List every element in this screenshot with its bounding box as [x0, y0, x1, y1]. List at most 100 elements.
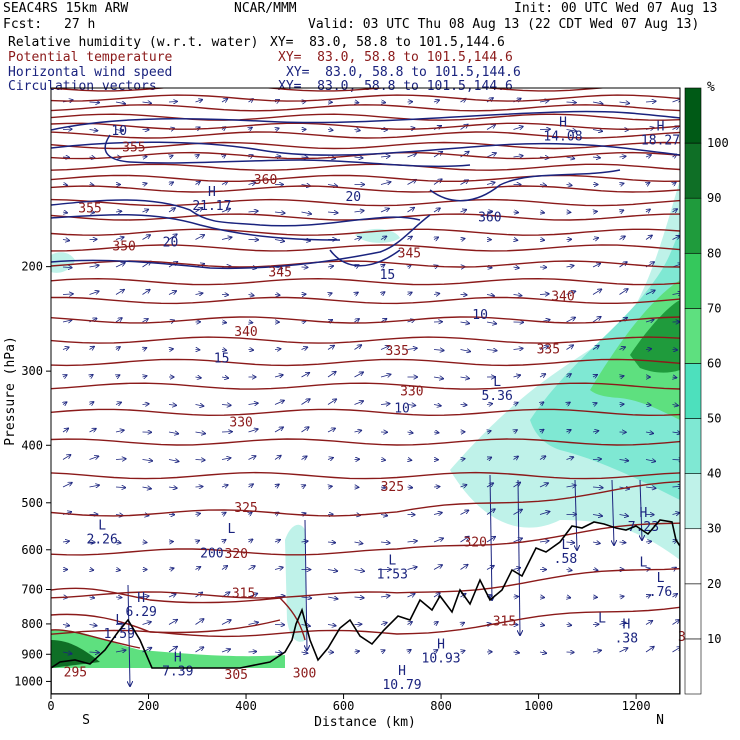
circulation-vector [221, 649, 230, 652]
circulation-vector [195, 181, 201, 184]
theta-contour [51, 471, 680, 480]
circulation-vector [645, 155, 651, 157]
circulation-vector [222, 155, 226, 157]
circulation-vector [433, 350, 444, 351]
circulation-vector [142, 102, 152, 103]
theta-label: 335 [537, 342, 560, 357]
circulation-vector [645, 290, 655, 295]
circulation-vector [487, 431, 491, 432]
extremum-value: 18.27 [641, 134, 680, 149]
wind-speed-contour [51, 199, 421, 227]
colorbar-swatch [684, 583, 702, 640]
circulation-vector [407, 594, 415, 597]
circulation-vector [433, 432, 439, 433]
circulation-vector [460, 210, 467, 212]
circulation-vector [301, 652, 308, 653]
circulation-vector [354, 401, 364, 405]
circulation-vector [620, 183, 624, 184]
theta-contour [51, 277, 680, 286]
circulation-vector [460, 322, 470, 323]
circulation-vector [513, 375, 521, 377]
circulation-vector [539, 512, 550, 515]
theta-label: 355 [122, 141, 145, 156]
y-tick-label: 1000 [14, 674, 43, 688]
circulation-vector [63, 212, 67, 213]
circulation-vector [196, 155, 199, 157]
theta-contour [51, 113, 680, 121]
theta-contour [51, 568, 680, 599]
circulation-vector [673, 182, 676, 184]
circulation-vector [63, 375, 67, 377]
circulation-vector [327, 130, 333, 131]
wind-speed-contour [51, 110, 680, 131]
circulation-vector [274, 240, 284, 242]
legend-xy-rh: XY= 83.0, 58.8 to 101.5,144.6 [270, 35, 505, 50]
theta-contours [51, 88, 680, 649]
circulation-vector [248, 350, 254, 351]
circulation-vector [380, 596, 390, 597]
circulation-vector [115, 597, 122, 598]
circulation-vector [168, 101, 177, 102]
y-axis: 200 300 400 500 600 700 800 900 1000 [14, 260, 51, 688]
circulation-vector [539, 240, 544, 241]
circulation-vector [540, 212, 544, 213]
circulation-vector [89, 597, 95, 598]
circulation-vector [566, 266, 574, 267]
rh-shading [51, 180, 680, 668]
theta-contour [51, 244, 680, 252]
theta-contour [51, 296, 680, 305]
circulation-vector [486, 350, 497, 351]
circulation-vector [566, 485, 576, 487]
legend-label-theta: Potential temperature [8, 50, 173, 65]
circulation-vector [90, 402, 94, 405]
circulation-vector [487, 624, 491, 625]
circulation-vector [115, 102, 125, 104]
circulation-vector [672, 594, 678, 597]
extremum-marker: H [398, 664, 406, 679]
circulation-vector [142, 596, 149, 597]
circulation-vector [460, 152, 469, 158]
circulation-vector [619, 515, 629, 517]
extremum-value: 10.79 [382, 678, 421, 693]
circulation-vector [645, 432, 653, 433]
wind-label: 200 [200, 546, 223, 561]
circulation-vector [407, 567, 417, 570]
circulation-vector [169, 156, 173, 157]
model-title: SEAC4RS 15km ARW [3, 1, 129, 16]
circulation-vector [567, 402, 570, 404]
circulation-vector [408, 460, 412, 461]
circulation-vector [645, 235, 652, 240]
theta-contour [51, 185, 680, 193]
circulation-vector [248, 622, 259, 624]
circulation-vector [89, 102, 100, 103]
circulation-vector [619, 347, 626, 349]
circulation-vector [248, 429, 258, 432]
circulation-vector [645, 460, 655, 462]
circulation-vector [513, 127, 523, 130]
circulation-vector [408, 292, 412, 294]
circulation-vector [301, 541, 308, 542]
circulation-vector [513, 348, 523, 349]
circulation-vector [115, 263, 125, 268]
circulation-vector [645, 541, 651, 542]
circulation-vector [514, 430, 517, 432]
circulation-vector [327, 428, 335, 433]
circulation-vector [222, 540, 226, 542]
circulation-vector [142, 542, 147, 543]
circulation-vector [327, 212, 338, 213]
circulation-vector [408, 265, 411, 267]
circulation-vector [513, 652, 520, 653]
theta-label: 345 [398, 246, 421, 261]
circulation-vector [461, 651, 465, 652]
circulation-vector [142, 209, 149, 212]
circulation-vector [486, 267, 492, 268]
wind-label: 360 [478, 211, 501, 226]
circulation-vector [89, 485, 100, 487]
colorbar-tick-label: 40 [707, 467, 721, 481]
circulation-vector [461, 239, 465, 240]
circulation-vector [301, 399, 310, 405]
circulation-vector [115, 487, 125, 488]
circulation-vector [593, 211, 597, 212]
circulation-vector [539, 456, 546, 459]
